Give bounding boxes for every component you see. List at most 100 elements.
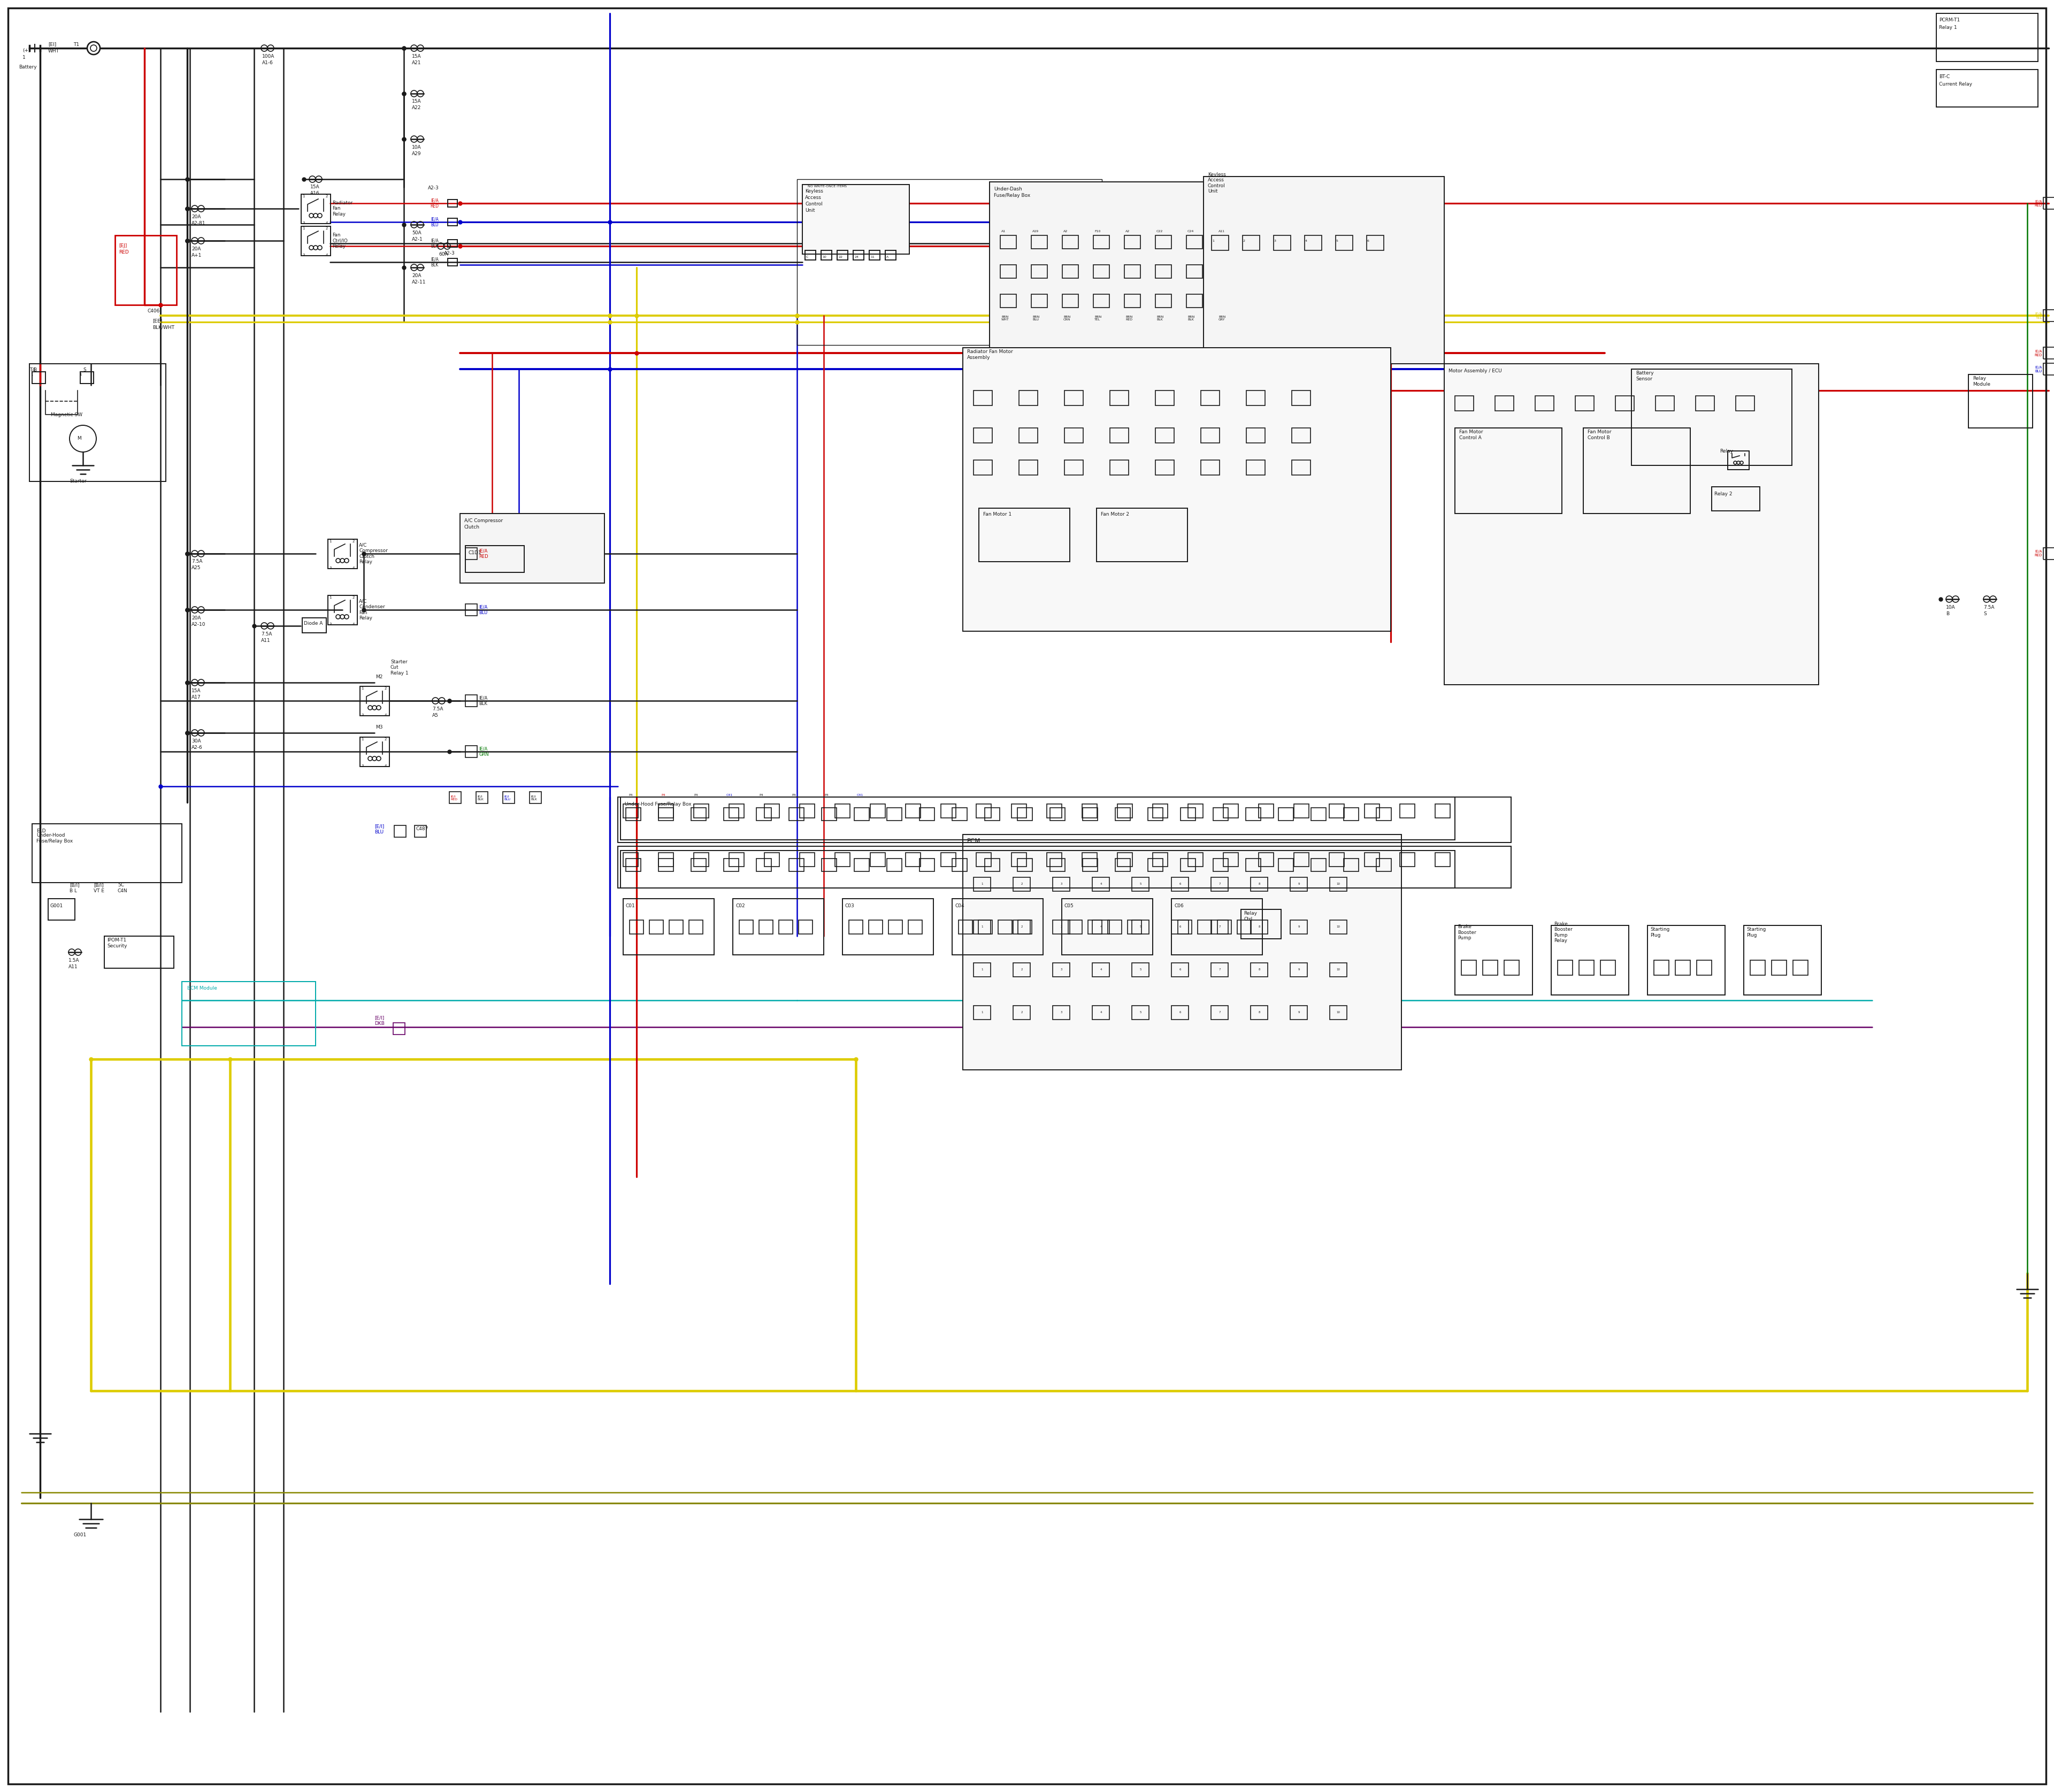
Text: IE/A
BLU: IE/A BLU <box>431 217 440 228</box>
Bar <box>1656 396 1674 410</box>
Text: S: S <box>82 367 86 373</box>
Bar <box>889 919 902 934</box>
Bar <box>764 805 778 817</box>
Bar <box>1247 428 1265 443</box>
Text: A/C Compressor: A/C Compressor <box>464 518 503 523</box>
Bar <box>1152 805 1167 817</box>
Text: 10A: 10A <box>413 145 421 149</box>
Bar <box>1202 428 1220 443</box>
Text: A11: A11 <box>1218 231 1224 233</box>
Text: 4: 4 <box>353 622 355 625</box>
Bar <box>1744 925 1822 995</box>
Text: 10: 10 <box>822 256 826 258</box>
Bar <box>1212 235 1228 251</box>
Bar <box>450 792 460 803</box>
Bar <box>1653 961 1668 975</box>
Bar <box>1504 961 1520 975</box>
Bar <box>1187 294 1202 308</box>
Text: Unit: Unit <box>805 208 815 213</box>
Bar <box>941 805 955 817</box>
Text: IE/A
YEL: IE/A YEL <box>2036 312 2042 319</box>
Bar <box>1294 805 1308 817</box>
Bar <box>530 792 542 803</box>
Text: T1: T1 <box>74 41 80 47</box>
Bar <box>1202 391 1220 405</box>
Bar <box>626 858 641 871</box>
Bar <box>1052 962 1070 977</box>
Bar <box>359 686 390 715</box>
Text: A25: A25 <box>191 566 201 570</box>
Text: 100A: 100A <box>263 54 275 59</box>
Text: BRN
WHT: BRN WHT <box>1002 315 1009 321</box>
Bar <box>1062 265 1078 278</box>
Text: IE/A
BLU: IE/A BLU <box>479 604 487 615</box>
Bar <box>460 514 604 582</box>
Bar <box>1401 805 1415 817</box>
Bar <box>1107 919 1121 934</box>
Text: 3: 3 <box>329 622 331 625</box>
Text: 4: 4 <box>1304 240 1306 242</box>
Text: Keyless: Keyless <box>805 190 824 194</box>
Bar <box>756 858 772 871</box>
Bar <box>1000 294 1017 308</box>
Bar <box>1534 396 1555 410</box>
Text: A11: A11 <box>261 638 271 643</box>
Text: Under-Dash: Under-Dash <box>994 186 1023 192</box>
Text: A: A <box>887 256 889 258</box>
Bar <box>723 808 739 821</box>
Bar <box>1218 294 1234 308</box>
Bar <box>1048 853 1062 867</box>
Text: 30A: 30A <box>191 738 201 744</box>
Bar <box>984 858 1000 871</box>
Text: 4: 4 <box>384 765 386 767</box>
Text: Relay
Ctrl: Relay Ctrl <box>1243 910 1257 921</box>
Bar <box>963 835 1401 1070</box>
Text: C406: C406 <box>148 308 160 314</box>
Text: PCRM-T1: PCRM-T1 <box>1939 18 1960 23</box>
Bar <box>998 919 1013 934</box>
Bar <box>1115 858 1130 871</box>
Text: 24: 24 <box>854 256 859 258</box>
Bar <box>854 808 869 821</box>
Text: BLK/WHT: BLK/WHT <box>152 324 175 330</box>
Bar <box>1082 808 1097 821</box>
Bar <box>1580 961 1594 975</box>
Bar <box>394 826 407 837</box>
Bar <box>760 919 772 934</box>
Bar <box>789 808 803 821</box>
Text: 10A: 10A <box>1945 604 1955 609</box>
Bar <box>392 1023 405 1034</box>
Text: C41: C41 <box>727 794 733 796</box>
Bar <box>1343 808 1358 821</box>
Text: Magnetic SW: Magnetic SW <box>51 412 82 418</box>
Bar <box>1093 919 1109 934</box>
Text: Radiator
Fan
Relay: Radiator Fan Relay <box>333 201 353 217</box>
Bar <box>1181 858 1195 871</box>
Bar <box>1000 235 1017 249</box>
Bar <box>1052 878 1070 891</box>
Text: BRN
BLU: BRN BLU <box>1033 315 1039 321</box>
Text: 20A: 20A <box>191 615 201 620</box>
Text: IE/A
BLK: IE/A BLK <box>431 256 440 267</box>
Text: A2: A2 <box>1126 231 1130 233</box>
Bar <box>1647 925 1725 995</box>
Bar <box>1154 461 1175 475</box>
Bar <box>799 919 813 934</box>
Text: Fuse/Relay Box: Fuse/Relay Box <box>994 194 1031 197</box>
Bar <box>1068 919 1082 934</box>
Bar <box>466 695 477 706</box>
Bar <box>2044 310 2054 321</box>
Bar <box>887 808 902 821</box>
Bar <box>622 805 639 817</box>
Text: RED: RED <box>119 251 129 254</box>
Bar <box>739 919 754 934</box>
Bar <box>1329 962 1347 977</box>
Bar <box>729 853 744 867</box>
Bar <box>1436 805 1450 817</box>
Text: Fan
Ctrl/IO
Relay: Fan Ctrl/IO Relay <box>333 233 347 249</box>
Text: C06: C06 <box>1175 903 1183 909</box>
Text: 1: 1 <box>329 597 331 599</box>
Bar <box>1124 294 1140 308</box>
Bar <box>1187 853 1204 867</box>
Bar <box>1117 853 1132 867</box>
